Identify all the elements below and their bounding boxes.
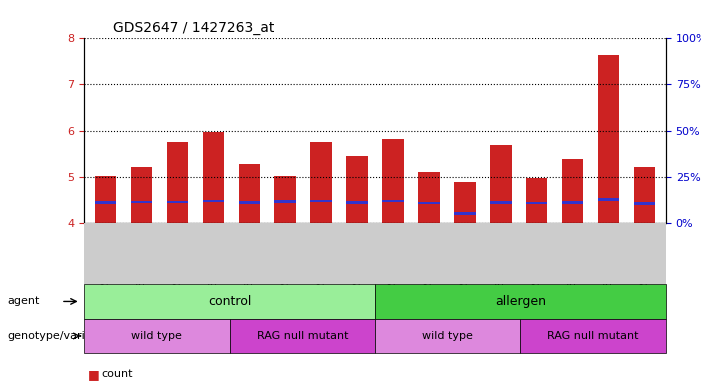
Bar [167,142,189,223]
Bar [598,55,619,223]
Text: ■: ■ [88,368,100,381]
Bar [346,156,368,223]
Text: count: count [102,369,133,379]
Bar [167,200,189,204]
Text: wild type: wild type [422,331,473,341]
Bar [275,176,296,223]
Bar [562,159,583,223]
Bar [490,201,512,204]
Bar [490,145,512,223]
Text: agent: agent [7,296,39,306]
Bar [131,167,152,223]
Bar [203,200,224,202]
Text: genotype/variation: genotype/variation [7,331,113,341]
Bar [238,201,260,204]
Text: RAG null mutant: RAG null mutant [547,331,639,341]
Bar [634,202,655,205]
Bar [238,164,260,223]
Bar [598,198,619,201]
Text: control: control [208,295,251,308]
Bar [382,200,404,202]
Bar [131,200,152,204]
Text: RAG null mutant: RAG null mutant [257,331,348,341]
Bar [95,176,116,223]
Bar [95,201,116,204]
Bar [346,201,368,204]
Bar [562,201,583,204]
Bar [382,139,404,223]
Bar [203,132,224,223]
Bar [311,142,332,223]
Text: GDS2647 / 1427263_at: GDS2647 / 1427263_at [113,21,275,35]
Bar [526,202,547,204]
Text: allergen: allergen [495,295,546,308]
Bar [418,172,440,223]
Bar [454,182,475,223]
Bar [454,212,475,215]
Bar [418,202,440,204]
Bar [526,177,547,223]
Bar [634,167,655,223]
Text: wild type: wild type [131,331,182,341]
Bar [275,200,296,203]
Bar [311,200,332,202]
